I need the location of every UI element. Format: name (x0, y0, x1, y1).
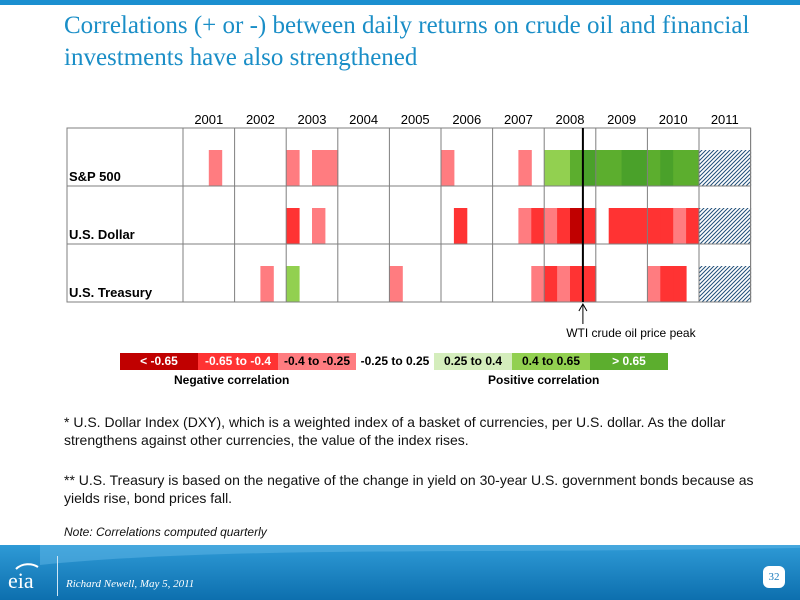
heatmap-cell (673, 266, 687, 302)
legend-item-3: -0.25 to 0.25 (356, 353, 434, 370)
slide-title: Correlations (+ or -) between daily retu… (64, 12, 750, 71)
heatmap-cell (557, 150, 571, 186)
row-label-0: S&P 500 (69, 169, 121, 184)
heatmap-cell (544, 266, 558, 302)
year-label-2010: 2010 (659, 112, 688, 127)
legend-item-2: -0.4 to -0.25 (278, 353, 356, 370)
heatmap-cell (621, 208, 635, 244)
heatmap-cell (634, 150, 648, 186)
row-label-1: U.S. Dollar (69, 227, 135, 242)
heatmap-cell (737, 208, 752, 244)
heatmap-cell (570, 208, 584, 244)
negative-correlation-label: Negative correlation (174, 373, 290, 387)
year-label-2002: 2002 (246, 112, 275, 127)
price-peak-label: WTI crude oil price peak (566, 326, 696, 340)
legend-item-4: 0.25 to 0.4 (434, 353, 512, 370)
footer-swoosh (40, 545, 800, 565)
heatmap-cell (286, 208, 300, 244)
heatmap-cell (531, 266, 545, 302)
year-label-2006: 2006 (452, 112, 481, 127)
year-label-2008: 2008 (556, 112, 585, 127)
heatmap-cell (544, 208, 558, 244)
heatmap-cell (582, 266, 597, 302)
heatmap-cell (557, 208, 571, 244)
heatmap-cell (453, 208, 468, 244)
year-label-2011: 2011 (711, 112, 739, 127)
heatmap-cell (557, 266, 571, 302)
heatmap-cell (582, 208, 597, 244)
heatmap-cell (608, 150, 623, 186)
heatmap-cell (260, 266, 274, 302)
heatmap-cell (570, 150, 584, 186)
heatmap-cell (724, 266, 739, 302)
footer-credit: Richard Newell, May 5, 2011 (66, 578, 195, 590)
heatmap-cell (647, 266, 661, 302)
correlation-legend: < -0.65 -0.65 to -0.4 -0.4 to -0.25 -0.25 t… (120, 353, 668, 370)
heatmap-cell (686, 150, 700, 186)
legend-item-6: > 0.65 (590, 353, 668, 370)
legend-item-1: -0.65 to -0.4 (198, 353, 278, 370)
heatmap-cell (699, 266, 713, 302)
heatmap-cell (312, 208, 326, 244)
heatmap-cell (673, 150, 687, 186)
correlation-heatmap: 2001 2002 2003 2004 2005 2006 2007 2008 2009 2010… (66, 112, 752, 340)
heatmap-cell (711, 208, 726, 244)
heatmap-cell (634, 208, 648, 244)
heatmap-cell (660, 266, 674, 302)
heatmap-cell (673, 208, 687, 244)
price-peak-arrowhead (578, 302, 588, 312)
heatmap-cell (531, 208, 545, 244)
heatmap-cell (660, 208, 674, 244)
year-label-2005: 2005 (401, 112, 430, 127)
heatmap-cell (711, 150, 726, 186)
quarterly-note: Note: Correlations computed quarterly (64, 525, 267, 539)
svg-text:eia: eia (8, 568, 34, 593)
year-label-2009: 2009 (607, 112, 636, 127)
heatmap-cell (286, 150, 300, 186)
year-label-2004: 2004 (349, 112, 378, 127)
heatmap-cell (660, 150, 674, 186)
heatmap-cell (595, 150, 610, 186)
legend-item-0: < -0.65 (120, 353, 198, 370)
page-number: 32 (763, 566, 785, 588)
heatmap-cell (647, 208, 661, 244)
heatmap-cell (699, 208, 713, 244)
heatmap-cell (518, 150, 532, 186)
heatmap-cell (544, 150, 558, 186)
positive-correlation-label: Positive correlation (488, 373, 600, 387)
heatmap-cell (711, 266, 726, 302)
heatmap-cell (208, 150, 223, 186)
legend-item-5: 0.4 to 0.65 (512, 353, 590, 370)
footer-divider (57, 556, 58, 596)
heatmap-cell (286, 266, 300, 302)
heatmap-cell (441, 150, 455, 186)
eia-logo: eia (6, 561, 54, 598)
row-label-2: U.S. Treasury (69, 285, 153, 300)
heatmap-cell (389, 266, 403, 302)
heatmap-cell (608, 208, 623, 244)
year-label-2001: 2001 (194, 112, 223, 127)
year-label-2007: 2007 (504, 112, 533, 127)
heatmap-cell (724, 208, 739, 244)
dollar-index-note: * U.S. Dollar Index (DXY), which is a we… (64, 414, 726, 448)
heatmap-cell (518, 208, 532, 244)
heatmap-cell (312, 150, 326, 186)
heatmap-cell (582, 150, 597, 186)
treasury-note: ** U.S. Treasury is based on the negativ… (64, 472, 754, 506)
heatmap-cell (324, 150, 339, 186)
heatmap-cell (686, 208, 700, 244)
top-accent-bar (0, 0, 800, 5)
heatmap-cell (737, 150, 752, 186)
heatmap-cell (737, 266, 752, 302)
footer-bar (0, 545, 800, 600)
heatmap-cell (570, 266, 584, 302)
heatmap-cell (699, 150, 713, 186)
heatmap-cell (724, 150, 739, 186)
year-label-2003: 2003 (298, 112, 327, 127)
heatmap-cell (647, 150, 661, 186)
heatmap-cell (621, 150, 635, 186)
